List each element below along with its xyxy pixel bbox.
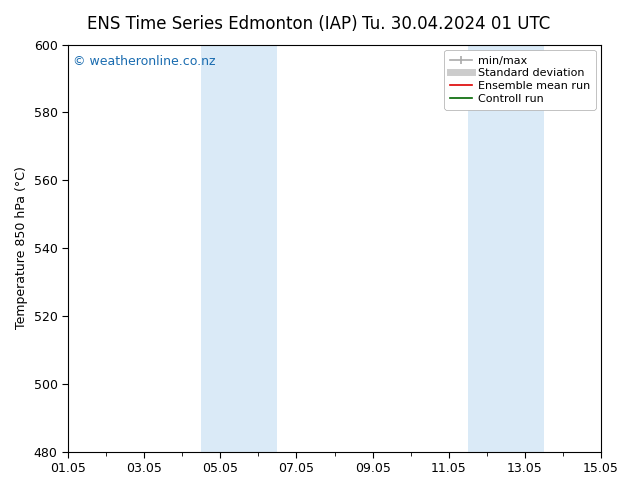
Text: ENS Time Series Edmonton (IAP): ENS Time Series Edmonton (IAP) [87, 15, 357, 33]
Bar [201, 45, 278, 452]
Text: © weatheronline.co.nz: © weatheronline.co.nz [74, 55, 216, 68]
Text: Tu. 30.04.2024 01 UTC: Tu. 30.04.2024 01 UTC [363, 15, 550, 33]
Legend: min/max, Standard deviation, Ensemble mean run, Controll run: min/max, Standard deviation, Ensemble me… [444, 50, 595, 109]
Y-axis label: Temperature 850 hPa (°C): Temperature 850 hPa (°C) [15, 167, 28, 329]
Bar [468, 45, 544, 452]
